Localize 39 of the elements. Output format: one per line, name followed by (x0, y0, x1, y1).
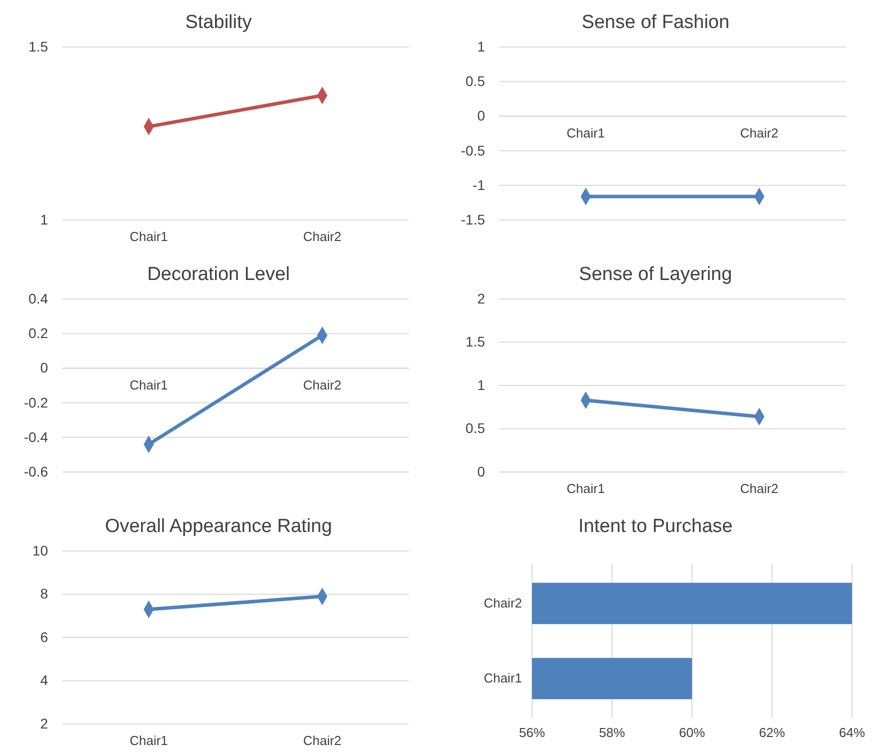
x-tick-label: 60% (678, 725, 706, 740)
x-tick-label: 62% (758, 725, 786, 740)
chart-title: Intent to Purchase (578, 516, 733, 537)
x-tick-label: 64% (838, 725, 866, 740)
y-tick-label: 0 (477, 463, 486, 480)
chart-title: Stability (185, 12, 252, 33)
chart-title: Decoration Level (147, 264, 290, 285)
y-tick-label: 0 (40, 360, 48, 376)
y-tick-label: 1.5 (28, 38, 48, 54)
x-tick-label: 58% (598, 725, 626, 740)
chart-title: Sense of Fashion (582, 12, 730, 33)
y-tick-label: -0.4 (24, 428, 48, 445)
y-tick-label: Chair2 (484, 596, 522, 611)
y-tick-label: 0.5 (466, 73, 486, 90)
y-tick-label: 1 (477, 38, 486, 54)
x-tick-label: 56% (518, 725, 546, 740)
y-tick-label: 1 (40, 211, 48, 228)
y-tick-label: 1 (477, 376, 486, 393)
y-tick-label: 2 (477, 290, 486, 306)
y-tick-label: -1 (472, 176, 486, 193)
y-tick-label: -1.5 (460, 211, 486, 228)
y-tick-label: 10 (32, 542, 48, 558)
y-tick-label: 0.2 (28, 325, 48, 342)
y-tick-label: Chair1 (484, 670, 522, 686)
y-tick-label: 8 (40, 586, 48, 602)
x-tick-label: Chair2 (303, 733, 342, 748)
y-tick-label: 0.4 (28, 290, 48, 306)
chart-title: Sense of Layering (578, 264, 732, 285)
y-tick-label: -0.5 (460, 142, 486, 158)
y-tick-label: -0.6 (24, 463, 48, 480)
y-tick-label: -0.2 (24, 394, 48, 410)
y-tick-label: 2 (40, 715, 48, 732)
chart-title: Overall Appearance Rating (104, 516, 332, 537)
y-tick-label: 0.5 (466, 420, 486, 436)
y-tick-label: 0 (477, 108, 486, 124)
y-tick-label: 6 (40, 628, 48, 645)
y-tick-label: 4 (40, 672, 48, 688)
x-tick-label: Chair1 (130, 733, 168, 748)
y-tick-label: 1.5 (466, 334, 486, 350)
